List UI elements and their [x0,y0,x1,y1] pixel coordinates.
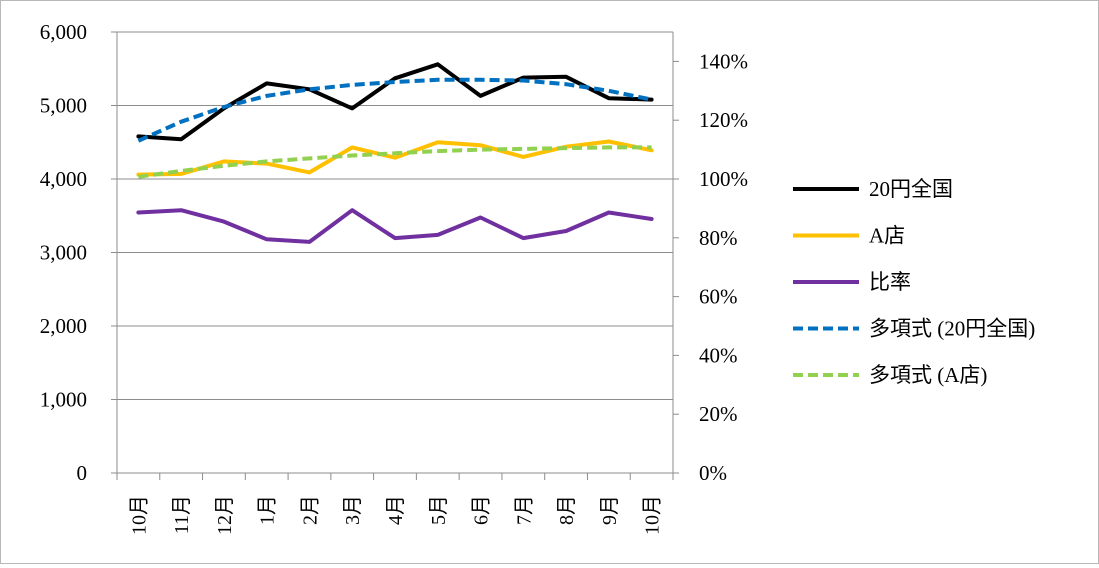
right-tick-label: 40% [699,343,738,367]
legend-label: 多項式 (A店) [869,363,987,387]
category-label: 12月 [214,495,236,535]
series-lines [136,62,654,244]
left-tick-label: 1,000 [40,388,87,412]
legend-label: A店 [869,224,905,248]
category-label: 5月 [428,495,450,525]
left-tick-label: 3,000 [40,241,87,265]
category-label: 2月 [299,495,321,525]
series-line [136,208,654,244]
category-label: 7月 [513,495,535,525]
left-axis-ticks: 0 1,000 2,000 3,000 4,000 5,000 6,000 [40,20,117,485]
right-tick-label: 120% [699,108,748,132]
legend-label: 比率 [869,270,911,294]
right-tick-label: 20% [699,402,738,426]
right-tick-label: 60% [699,285,738,309]
left-tick-label: 0 [77,461,88,485]
category-label: 3月 [342,495,364,525]
left-tick-label: 6,000 [40,20,87,44]
right-tick-label: 0% [699,461,727,485]
category-label: 4月 [385,495,407,525]
series-line [136,62,654,142]
category-label: 10月 [128,495,150,535]
series-line [137,77,653,143]
left-tick-label: 2,000 [40,314,87,338]
category-axis-ticks: 10月 11月 12月 1月 2月 3月 4月 5月 6月 7月 8月 9月 10月 [116,473,674,535]
left-tick-label: 5,000 [40,94,87,118]
right-axis-ticks: 0% 20% 40% 60% 80% 100% 120% 140% [673,49,748,485]
right-tick-label: 80% [699,226,738,250]
category-label: 8月 [556,495,578,525]
legend-label: 20円全国 [869,177,953,201]
gridlines [117,31,673,400]
left-tick-label: 4,000 [40,167,87,191]
category-label: 1月 [257,495,279,525]
right-tick-label: 100% [699,167,748,191]
category-label: 6月 [471,495,493,525]
right-tick-label: 140% [699,49,748,73]
series-line [138,145,652,179]
category-label: 9月 [599,495,621,525]
category-label: 11月 [171,495,193,534]
legend-label: 多項式 (20円全国) [869,317,1035,341]
category-label: 10月 [642,495,664,535]
